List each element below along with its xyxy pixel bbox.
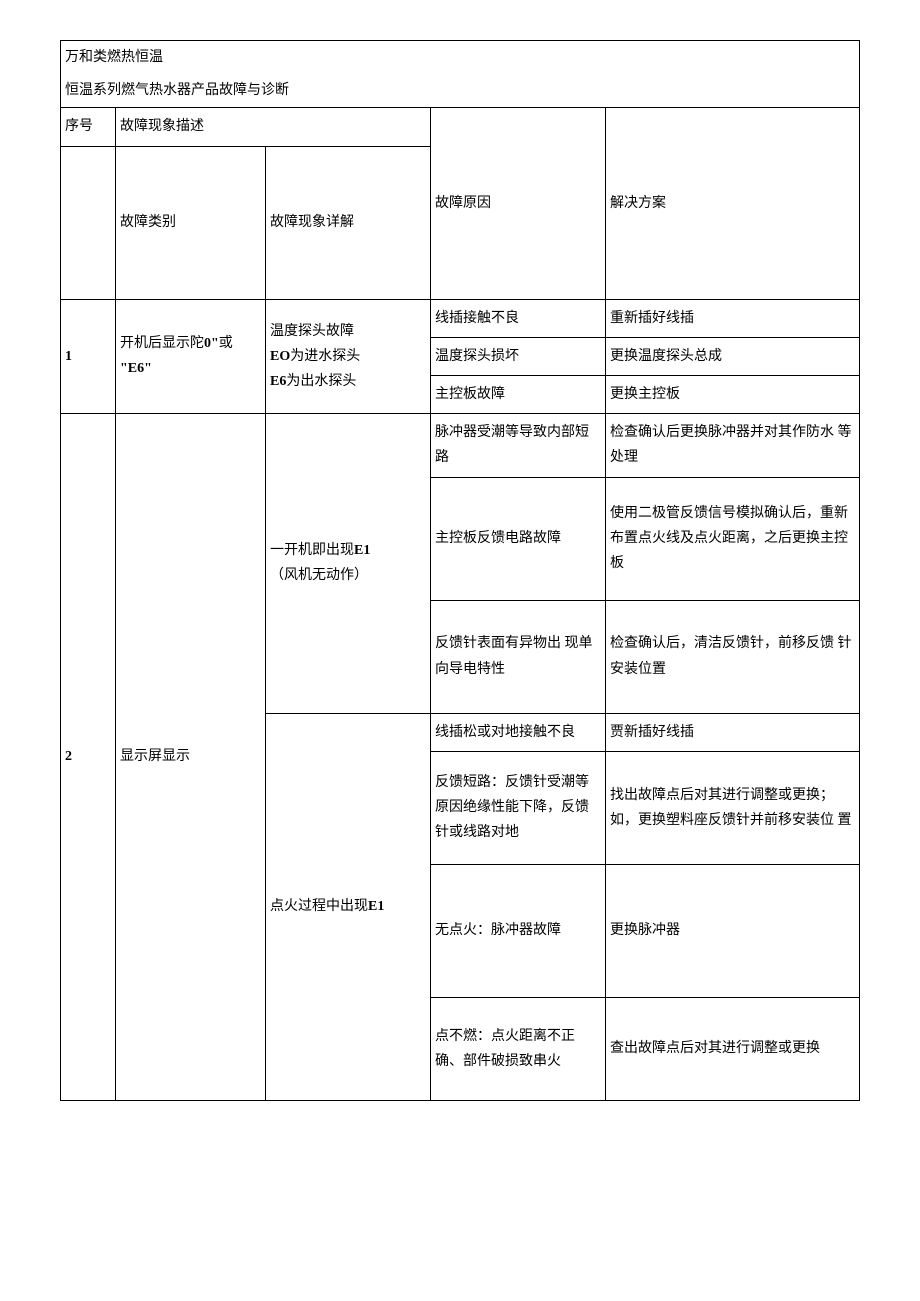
- r1-line1: 1 开机后显示陀0"或 "E6" 温度探头故障 EO为进水探头 E6为出水探头 …: [61, 299, 860, 337]
- r1-d-l2b: 为进水探头: [290, 349, 360, 364]
- header-cat: 故障类别: [116, 146, 266, 299]
- r2-s1: 检查确认后更换脉冲器并对其作防水 等处理: [606, 414, 860, 477]
- r1-cat-t1: 开机后显示陀: [120, 336, 204, 351]
- r2-s4: 贾新插好线插: [606, 713, 860, 751]
- r2-s6: 更换脉冲器: [606, 864, 860, 997]
- header-detail: 故障现象详解: [266, 146, 431, 299]
- header-seq: 序号: [61, 108, 116, 146]
- r1-c1: 线插接触不良: [431, 299, 606, 337]
- r2-c3: 反馈针表面有异物出 现单向导电特性: [431, 600, 606, 713]
- r2-c7: 点不燃：点火距离不正确、部件破损致串火: [431, 997, 606, 1100]
- r2-db-bold: E1: [368, 899, 384, 914]
- r2-da-l2: （风机无动作）: [270, 568, 368, 583]
- header-seq-blank: [61, 146, 116, 299]
- r1-cat-bold: 0": [204, 336, 219, 351]
- document-page: 万和类燃热恒温 恒温系列燃气热水器产品故障与诊断 序号 故障现象描述 故障原因 …: [0, 0, 920, 1141]
- r1-c2: 温度探头损坏: [431, 337, 606, 375]
- r2-db-l1: 点火过程中出现: [270, 899, 368, 914]
- subtitle-row: 恒温系列燃气热水器产品故障与诊断: [61, 74, 860, 108]
- r2-line1: 2 显示屏显示 一开机即出现E1 （风机无动作） 脉冲器受潮等导致内部短路 检查…: [61, 414, 860, 477]
- r2-seq: 2: [61, 414, 116, 1101]
- r2-c5: 反馈短路：反馈针受潮等原因绝缘性能下降，反馈针或线路对地: [431, 751, 606, 864]
- r1-cat: 开机后显示陀0"或 "E6": [116, 299, 266, 414]
- r2-s7: 查出故障点后对其进行调整或更换: [606, 997, 860, 1100]
- r1-d-l3a: E6: [270, 374, 286, 389]
- r2-detail-b: 点火过程中出现E1: [266, 713, 431, 1100]
- r2-c1: 脉冲器受潮等导致内部短路: [431, 414, 606, 477]
- r2-detail-a: 一开机即出现E1 （风机无动作）: [266, 414, 431, 713]
- r2-c6: 无点火：脉冲器故障: [431, 864, 606, 997]
- doc-title: 万和类燃热恒温: [61, 41, 860, 75]
- doc-subtitle: 恒温系列燃气热水器产品故障与诊断: [61, 74, 860, 108]
- r2-s3: 检查确认后，清洁反馈针，前移反馈 针安装位置: [606, 600, 860, 713]
- r2-da-l1: 一开机即出现: [270, 543, 354, 558]
- header-desc: 故障现象描述: [116, 108, 431, 146]
- r2-da-bold: E1: [354, 543, 370, 558]
- r2-c4: 线插松或对地接触不良: [431, 713, 606, 751]
- r1-detail: 温度探头故障 EO为进水探头 E6为出水探头: [266, 299, 431, 414]
- r2-s2: 使用二极管反馈信号模拟确认后，重新布置点火线及点火距离，之后更换主控板: [606, 477, 860, 600]
- fault-diagnosis-table: 万和类燃热恒温 恒温系列燃气热水器产品故障与诊断 序号 故障现象描述 故障原因 …: [60, 40, 860, 1101]
- r1-d-l2a: EO: [270, 349, 290, 364]
- r1-cat-l2: "E6": [120, 361, 152, 376]
- r2-s5: 找出故障点后对其进行调整或更换；如，更换塑料座反馈针并前移安装位 置: [606, 751, 860, 864]
- r1-d-l3b: 为出水探头: [286, 374, 356, 389]
- header-cause: 故障原因: [431, 108, 606, 299]
- header-solution: 解决方案: [606, 108, 860, 299]
- title-row: 万和类燃热恒温: [61, 41, 860, 75]
- r1-s3: 更换主控板: [606, 375, 860, 413]
- header-row-1: 序号 故障现象描述 故障原因 解决方案: [61, 108, 860, 146]
- r1-d-l1: 温度探头故障: [270, 324, 354, 339]
- r1-c3: 主控板故障: [431, 375, 606, 413]
- r1-s1: 重新插好线插: [606, 299, 860, 337]
- r1-cat-tail: 或: [219, 336, 233, 351]
- r1-s2: 更换温度探头总成: [606, 337, 860, 375]
- r1-seq: 1: [61, 299, 116, 414]
- r2-c2: 主控板反馈电路故障: [431, 477, 606, 600]
- r2-cat: 显示屏显示: [116, 414, 266, 1101]
